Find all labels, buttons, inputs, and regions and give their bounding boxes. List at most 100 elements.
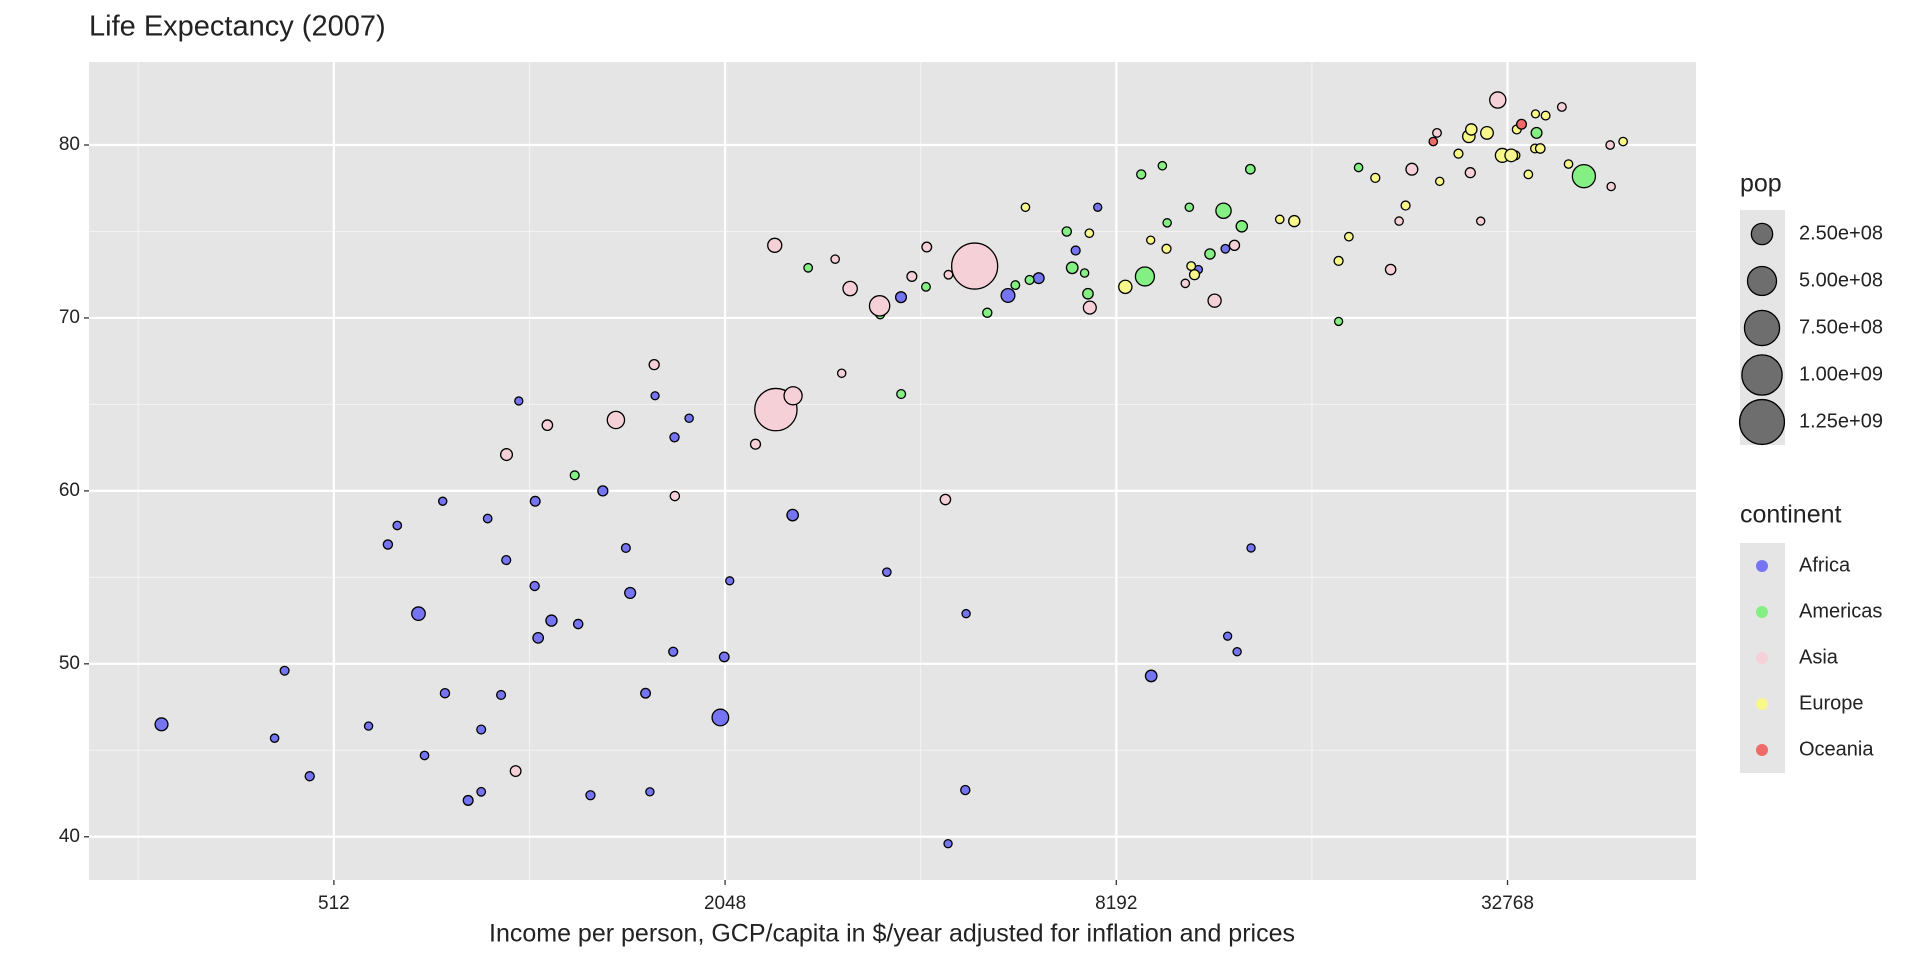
bubble [1207,293,1222,308]
bubble [1606,181,1616,192]
legend-size-key [1741,354,1783,396]
bubble [1464,167,1476,179]
bubble [279,665,290,676]
bubble [1288,214,1301,228]
bubble [1274,214,1285,225]
x-axis-title: Income per person, GCP/capita in $/year … [489,920,1295,948]
y-tick-label: 70 [59,307,80,328]
legend-label: 5.00e+08 [1799,269,1883,291]
legend-size-key [1750,222,1774,246]
bubble [1161,243,1172,254]
bubble [569,470,580,481]
legend-color-key [1756,606,1768,618]
bubble [411,606,426,622]
bubble [648,358,660,371]
bubble [1434,176,1445,187]
bubble [1540,110,1551,121]
bubble [541,419,554,432]
bubble [499,448,514,462]
bubble [803,262,814,273]
legend-size-key [1743,309,1781,347]
bubble [476,724,487,735]
bubble [529,495,541,507]
bubble [304,771,315,782]
bubble [1476,216,1486,226]
legend-size-key [1746,265,1778,297]
bubble [1235,220,1249,233]
bubble [620,542,631,553]
bubble [1530,109,1541,119]
bubble [1232,647,1242,657]
bubble [1082,287,1094,300]
bubble [1246,543,1256,553]
bubble [606,410,626,430]
bubble [1489,91,1507,109]
bubble [1453,148,1464,159]
bubble [783,386,803,406]
plot-panel [89,62,1696,880]
legend-color-key [1756,744,1768,756]
bubble [1070,245,1081,256]
bubble [718,651,730,663]
bubble [1228,239,1241,252]
bubble [1563,159,1574,169]
legend-title: continent [1740,501,1842,529]
bubble [711,708,730,727]
bubble [154,717,169,732]
bubble [1204,248,1216,260]
bubble [1405,162,1419,176]
bubble [509,765,522,778]
bubble [669,490,681,502]
bubble [1162,218,1172,228]
bubble [1188,269,1201,281]
bubble [650,391,660,401]
legend-color-key [1756,652,1768,664]
bubble [830,254,840,264]
bubble [1020,202,1031,213]
legend-label: Asia [1799,646,1839,668]
bubble [1024,274,1035,285]
bubble [496,689,507,701]
bubble [363,721,374,731]
bubble [786,508,799,522]
bubble [585,790,596,801]
bubble [1343,231,1354,242]
bubble [597,485,609,497]
legend-label: 7.50e+08 [1799,316,1883,338]
bubble [896,388,907,400]
bubble [532,632,545,644]
bubble [894,291,908,304]
bubble [1428,136,1439,147]
bubble [836,368,847,379]
bubble [572,618,584,630]
x-tick-label: 512 [318,893,350,914]
bubble [842,280,858,297]
bubble [1220,243,1231,254]
bubble [1186,261,1197,272]
bubble [1534,143,1546,154]
bubble [1244,163,1256,175]
bubble [1432,127,1442,138]
bubble [1400,200,1411,211]
bubble [669,432,680,443]
bubble [1065,261,1079,275]
bubble [1144,669,1158,683]
bubble [1010,280,1021,291]
bubble [921,241,933,253]
bubble [1184,202,1195,213]
bubble [1465,123,1478,136]
bubble [868,295,891,317]
legend-label: Africa [1799,554,1851,576]
legend-label: Americas [1799,600,1882,622]
legend-color-key [1756,560,1768,572]
bubble [1079,268,1090,278]
bubble [1082,300,1097,315]
y-tick-label: 40 [59,826,80,847]
bubble [767,237,783,253]
x-tick-label: 32768 [1481,893,1534,914]
bubble [1605,140,1616,150]
bubble [476,786,487,797]
bubble [439,687,451,699]
bubble [1134,266,1156,287]
